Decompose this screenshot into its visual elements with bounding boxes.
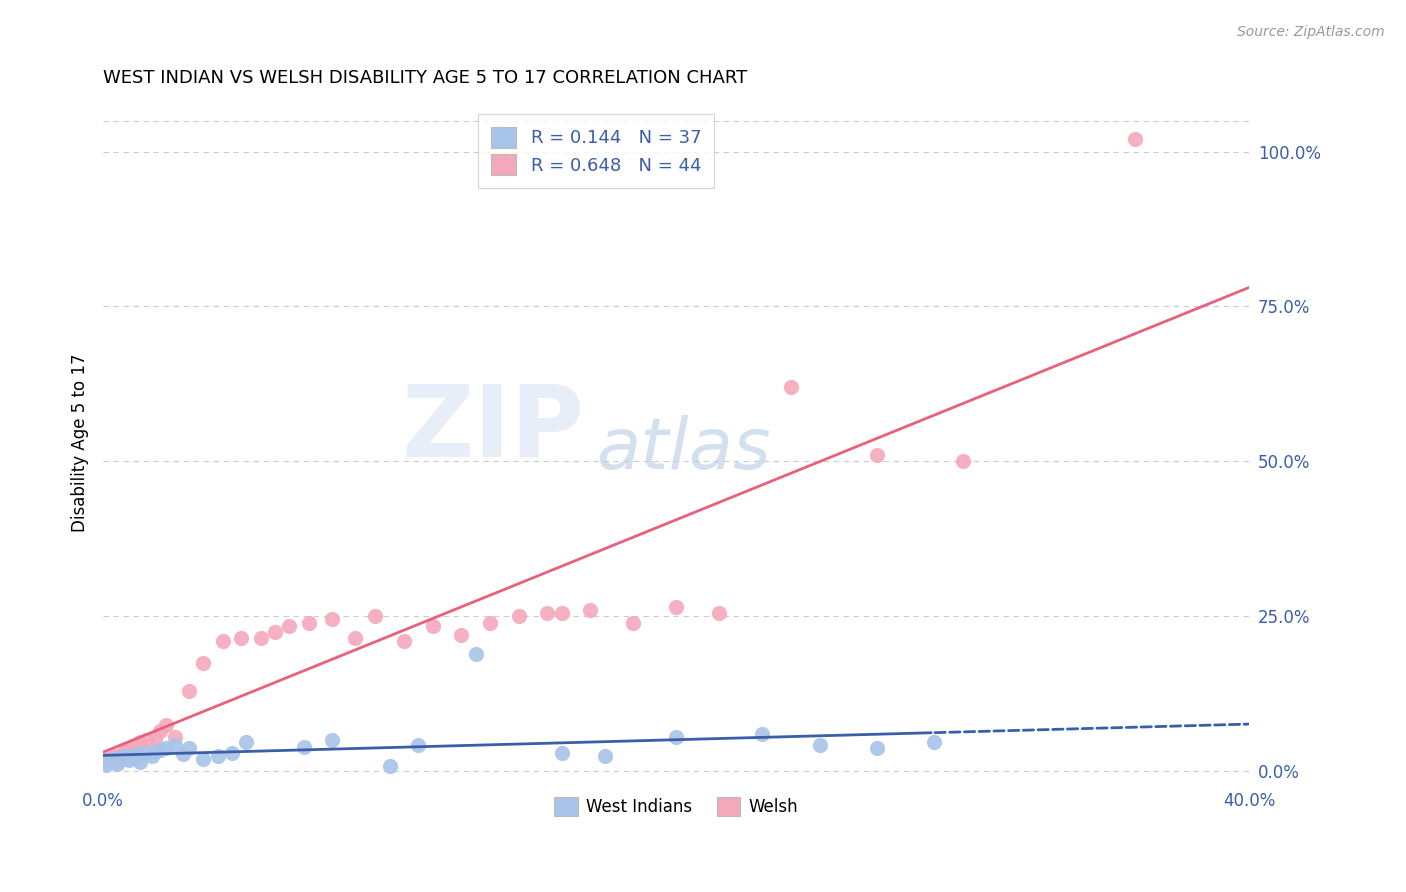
Point: [665, 600, 688, 615]
Point: [779, 380, 801, 394]
Text: Source: ZipAtlas.com: Source: ZipAtlas.com: [1237, 25, 1385, 39]
Point: [112, 748, 135, 763]
Point: [141, 748, 163, 763]
Point: [121, 748, 143, 763]
Text: atlas: atlas: [596, 415, 770, 484]
Point: [665, 731, 688, 745]
Point: [143, 732, 166, 747]
Legend: West Indians, Welsh: West Indians, Welsh: [547, 790, 806, 823]
Point: [94, 758, 117, 772]
Point: [751, 727, 773, 741]
Point: [155, 718, 177, 732]
Point: [100, 750, 122, 764]
Point: [155, 740, 177, 755]
Point: [127, 739, 149, 753]
Point: [163, 731, 186, 745]
Point: [450, 628, 472, 642]
Point: [621, 615, 644, 630]
Point: [112, 746, 135, 760]
Point: [264, 624, 287, 639]
Point: [593, 748, 616, 763]
Point: [709, 607, 731, 621]
Point: [127, 747, 149, 761]
Point: [97, 755, 120, 769]
Point: [135, 733, 157, 747]
Point: [579, 603, 602, 617]
Point: [378, 759, 401, 773]
Point: [193, 752, 215, 766]
Point: [115, 752, 138, 766]
Text: WEST INDIAN VS WELSH DISABILITY AGE 5 TO 17 CORRELATION CHART: WEST INDIAN VS WELSH DISABILITY AGE 5 TO…: [103, 69, 748, 87]
Point: [321, 612, 343, 626]
Point: [408, 739, 430, 753]
Point: [508, 609, 530, 624]
Point: [392, 634, 415, 648]
Point: [104, 748, 127, 763]
Point: [298, 615, 321, 630]
Point: [94, 753, 117, 767]
Point: [135, 746, 157, 760]
Point: [163, 739, 186, 753]
Point: [464, 647, 486, 661]
Point: [922, 734, 945, 748]
Point: [550, 607, 572, 621]
Point: [422, 618, 444, 632]
Point: [207, 748, 229, 763]
Point: [118, 753, 141, 767]
Point: [97, 752, 120, 766]
Point: [364, 609, 387, 624]
Point: [1123, 132, 1146, 146]
Text: ZIP: ZIP: [402, 381, 585, 478]
Point: [107, 755, 129, 769]
Point: [129, 734, 152, 748]
Point: [115, 742, 138, 756]
Point: [278, 618, 301, 632]
Point: [110, 750, 132, 764]
Point: [172, 747, 194, 761]
Point: [118, 744, 141, 758]
Point: [249, 631, 271, 645]
Point: [100, 753, 122, 767]
Point: [110, 748, 132, 763]
Point: [124, 740, 146, 755]
Point: [212, 634, 235, 648]
Point: [229, 631, 252, 645]
Point: [550, 746, 572, 760]
Point: [866, 448, 889, 462]
Point: [536, 607, 558, 621]
Point: [177, 740, 200, 755]
Point: [193, 656, 215, 670]
Point: [808, 739, 831, 753]
Point: [107, 756, 129, 771]
Point: [129, 755, 152, 769]
Point: [177, 683, 200, 698]
Point: [221, 746, 243, 760]
Point: [124, 750, 146, 764]
Point: [321, 733, 343, 747]
Point: [478, 615, 501, 630]
Point: [143, 744, 166, 758]
Point: [952, 454, 974, 468]
Point: [292, 739, 315, 754]
Y-axis label: Disability Age 5 to 17: Disability Age 5 to 17: [72, 353, 89, 533]
Point: [866, 740, 889, 755]
Point: [149, 742, 172, 756]
Point: [149, 724, 172, 739]
Point: [121, 739, 143, 754]
Point: [235, 734, 257, 748]
Point: [104, 752, 127, 766]
Point: [344, 631, 367, 645]
